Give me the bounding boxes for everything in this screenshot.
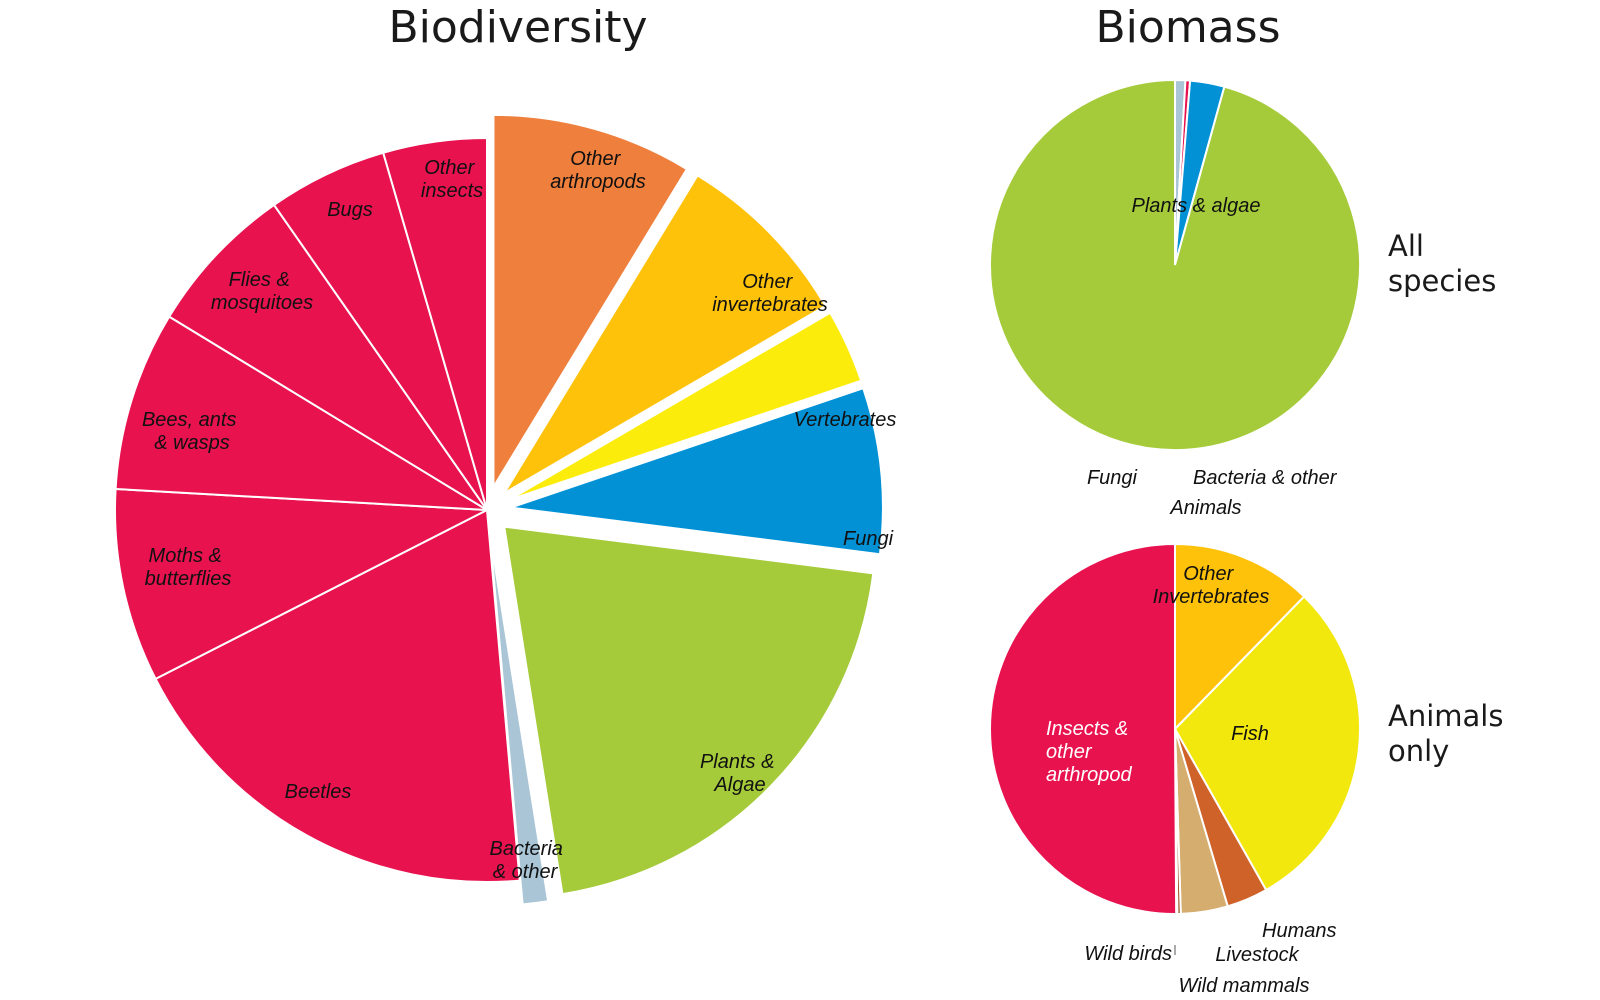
label-all-plants-algae: Plants & algae — [1132, 195, 1261, 217]
animals-only-line-2: only — [1388, 734, 1449, 768]
label-other-arthropods-2: arthropods — [550, 171, 646, 193]
label-flies-1: Flies & — [229, 269, 290, 291]
biodiversity-slice-moths-and-butterflies — [114, 487, 491, 681]
biodiversity-slice-flies-and-mosquitoes — [167, 203, 488, 511]
biodiversity-slice-plants-and-algae — [503, 525, 875, 896]
label-other-invertebrates-1: Other — [742, 271, 793, 293]
label-other-invertebrates-2: invertebrates — [712, 294, 828, 316]
label-moths-1: Moths & — [149, 545, 222, 567]
biomass-animals-only-pie — [988, 542, 1361, 916]
biodiversity-title: Biodiversity — [388, 2, 647, 53]
label-all-animals: Animals — [1169, 497, 1241, 519]
label-ani-insects-1: Insects & — [1046, 718, 1128, 740]
label-beetles: Beetles — [285, 781, 352, 803]
biomass-animals-slice-other-invertebrates — [1174, 542, 1306, 732]
label-plants-algae: Plants & Algae — [700, 751, 780, 796]
label-other-insects-1: Other — [424, 157, 475, 179]
label-other-arthropods: Other arthropods — [550, 148, 646, 193]
label-ani-livestock: Livestock — [1215, 944, 1299, 966]
label-ani-wild-mammals: Wild mammals — [1179, 975, 1310, 997]
label-fungi: Fungi — [843, 528, 894, 550]
biodiversity-slice-vertebrates — [508, 311, 863, 502]
all-species-line-2: species — [1388, 264, 1496, 298]
biodiversity-slice-other-invertebrates — [503, 174, 827, 495]
label-ani-insects-arthropod: Insects & other arthropod — [1046, 718, 1134, 786]
biodiversity-slice-bacteria-and-other — [488, 533, 550, 906]
label-plants-algae-1: Plants & — [700, 751, 774, 773]
label-other-arthropods-1: Other — [570, 148, 621, 170]
biodiversity-slice-beetles — [154, 508, 521, 883]
biomass-title: Biomass — [1095, 2, 1280, 53]
biodiversity-pie — [114, 113, 884, 906]
label-all-fungi: Fungi — [1087, 467, 1138, 489]
label-bees-ants-wasps: Bees, ants & wasps — [142, 409, 242, 454]
biomass-all-species-pie — [989, 78, 1361, 451]
label-bugs: Bugs — [327, 199, 373, 221]
label-other-insects-2: insects — [421, 180, 483, 202]
label-ani-fish: Fish — [1231, 723, 1269, 745]
label-ani-other-invertebrates: Other Invertebrates — [1153, 563, 1270, 608]
label-bees-2: & wasps — [154, 432, 230, 454]
label-ani-insects-2: other — [1046, 741, 1093, 763]
biodiversity-slice-bees-ants-and-wasps — [114, 315, 488, 511]
label-plants-algae-2: Algae — [713, 774, 765, 796]
biodiversity-slice-other-arthropods — [492, 113, 689, 491]
all-species-line-1: All — [1388, 229, 1424, 263]
label-ani-other-inv-1: Other — [1183, 563, 1234, 585]
label-other-insects: Other insects — [421, 157, 483, 202]
label-vertebrates: Vertebrates — [794, 409, 897, 431]
biodiversity-slice-other-insects — [381, 136, 488, 511]
label-flies-mosquitoes: Flies & mosquitoes — [211, 269, 313, 314]
label-flies-2: mosquitoes — [211, 292, 313, 314]
label-ani-other-inv-2: Invertebrates — [1153, 586, 1270, 608]
label-other-invertebrates: Other invertebrates — [712, 271, 828, 316]
label-ani-insects-3: arthropod — [1046, 764, 1132, 786]
label-bacteria-other: Bacteria & other — [490, 838, 569, 883]
label-all-bacteria-other: Bacteria & other — [1193, 467, 1338, 489]
biomass-animals-slice-insects-and-other-arthropod — [988, 542, 1178, 915]
biodiversity-labels: Other arthropods Other invertebrates Ver… — [142, 148, 896, 883]
label-ani-wild-birds: Wild birds — [1084, 943, 1172, 965]
animals-only-line-1: Animals — [1388, 699, 1503, 733]
all-species-row-label: All species — [1388, 229, 1496, 298]
label-bacteria-other-2: & other — [493, 861, 559, 883]
label-bees-1: Bees, ants — [142, 409, 237, 431]
label-moths-butterflies: Moths & butterflies — [145, 545, 232, 590]
biodiversity-slice-fungi — [510, 386, 884, 556]
animals-only-labels: Other Invertebrates Fish Insects & other… — [1046, 563, 1336, 997]
biomass-animals-slice-fish — [1173, 595, 1361, 892]
animals-only-row-label: Animals only — [1388, 699, 1513, 768]
label-moths-2: butterflies — [145, 568, 232, 590]
all-species-labels: Plants & algae Fungi Bacteria & other An… — [1087, 195, 1338, 519]
biomass-all-slice-plants-and-algae — [989, 78, 1361, 451]
label-ani-humans: Humans — [1262, 920, 1336, 942]
label-bacteria-other-1: Bacteria — [490, 838, 563, 860]
